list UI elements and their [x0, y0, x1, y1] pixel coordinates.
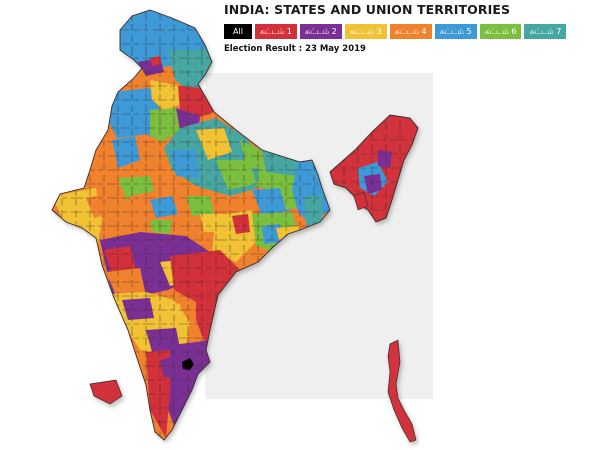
lakshadweep-island	[89, 379, 123, 405]
page-title: INDIA: STATES AND UNION TERRITORIES	[224, 2, 511, 17]
phase-all-button[interactable]: All	[224, 24, 252, 39]
election-result-date: Election Result : 23 May 2019	[224, 44, 366, 54]
phase-2-button[interactable]: கட்டம் 2	[299, 24, 342, 39]
phase-filter-bar: All கட்டம் 1 கட்டம் 2 கட்டம் 3 கட்டம் 4 …	[224, 24, 567, 39]
phase-4-button[interactable]: கட்டம் 4	[389, 24, 432, 39]
phase-7-button[interactable]: கட்டம் 7	[524, 24, 567, 39]
phase-5-button[interactable]: கட்டம் 5	[434, 24, 477, 39]
phase-3-button[interactable]: கட்டம் 3	[344, 24, 387, 39]
andaman-nicobar-islands	[387, 339, 417, 443]
selected-constituency-marker	[182, 358, 194, 370]
northeast-map	[329, 114, 419, 223]
phase-6-button[interactable]: கட்டம் 6	[479, 24, 522, 39]
mainland-map	[51, 9, 331, 441]
phase-1-button[interactable]: கட்டம் 1	[254, 24, 297, 39]
